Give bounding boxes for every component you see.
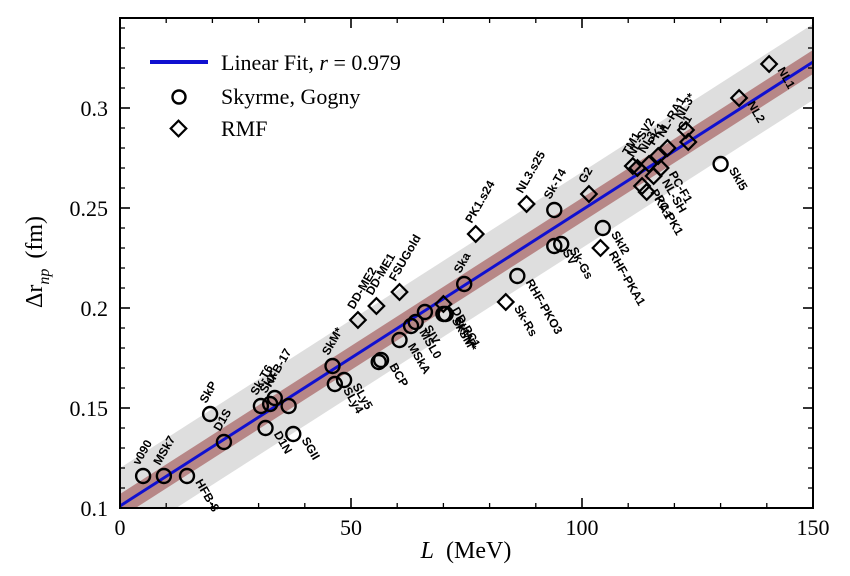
legend-rmf-label: RMF [221,116,267,141]
y-tick-label: 0.3 [81,96,109,121]
skyrme-point [407,313,424,331]
rmf-point [637,182,657,202]
point-label: SGII [299,435,323,463]
rmf-point [466,224,486,244]
y-tick-label: 0.25 [70,196,109,221]
rmf-point [729,88,749,108]
y-tick-label: 0.2 [81,296,109,321]
x-tick-label: 100 [566,515,599,540]
skyrme-point [712,155,729,173]
point-label: RHF-PKA1 [606,249,649,309]
skyrme-point [509,267,526,285]
skyrme-point [372,351,390,369]
x-tick-label: 150 [797,515,830,540]
point-label: Sk-Rs [511,303,540,340]
skyrme-point [155,467,173,485]
point-label: PK1.s24 [462,178,498,226]
skyrme-point [455,275,473,293]
point-label: SkP [197,379,220,406]
skyrme-point [201,405,219,423]
skyrme-point [370,353,387,371]
rmf-point [648,146,668,166]
legend: Linear Fit, r = 0.979 Skyrme, Gogny RMF [150,50,401,141]
rmf-point [517,194,536,214]
axis-ticks: 0 50 100 150 0.1 0.15 0.2 0.25 0.3 [70,18,830,540]
rmf-point [434,294,453,314]
plot-frame [119,17,814,509]
rmf-point [579,184,599,204]
skyrme-point [391,331,408,349]
skyrme-point [546,201,563,219]
rmf-point [658,138,677,158]
point-label: BCP [386,361,411,390]
legend-circle-marker [171,89,187,105]
skyrme-point [257,419,274,437]
rmf-point [591,238,610,258]
skyrme-point [326,375,344,393]
skyrme-point [546,237,563,255]
legend-diamond-marker [169,119,188,138]
skyrme-point [280,397,297,415]
skyrme-point [335,371,353,389]
y-axis-title: Δrnp(fm) [22,216,53,308]
rmf-point [348,310,368,330]
x-axis-title: L (MeV) [420,538,512,564]
rmf-point [651,158,670,178]
skyrme-point [285,425,302,443]
skyrme-point [215,433,233,451]
y-tick-label: 0.1 [81,496,109,521]
skyrme-point [252,397,270,415]
point-label: NL3.s25 [513,148,548,195]
x-tick-label: 50 [340,515,362,540]
data-markers [134,54,779,485]
rmf-point [676,120,696,140]
skyrme-point [416,303,434,321]
point-label: SkI5 [726,165,751,194]
legend-fit-label: Linear Fit, r = 0.979 [221,50,401,75]
skyrme-point [437,305,454,323]
rmf-point [678,132,698,152]
rmf-point [367,296,386,316]
skyrme-point [178,467,196,485]
skyrme-point [402,317,420,335]
skyrme-point [324,357,341,375]
skyrme-point [134,467,152,485]
point-label: SV [560,247,580,268]
rmf-point [632,176,652,196]
rmf-point [759,54,779,74]
y-tick-label: 0.15 [70,396,109,421]
x-tick-label: 0 [115,515,126,540]
rmf-point [390,282,409,302]
linear-fit-line [120,60,813,508]
rmf-point [496,292,516,312]
skyrme-point [594,219,611,237]
skyrme-point [553,235,570,253]
skyrme-point [261,395,279,413]
legend-skyrme-label: Skyrme, Gogny [221,84,360,109]
